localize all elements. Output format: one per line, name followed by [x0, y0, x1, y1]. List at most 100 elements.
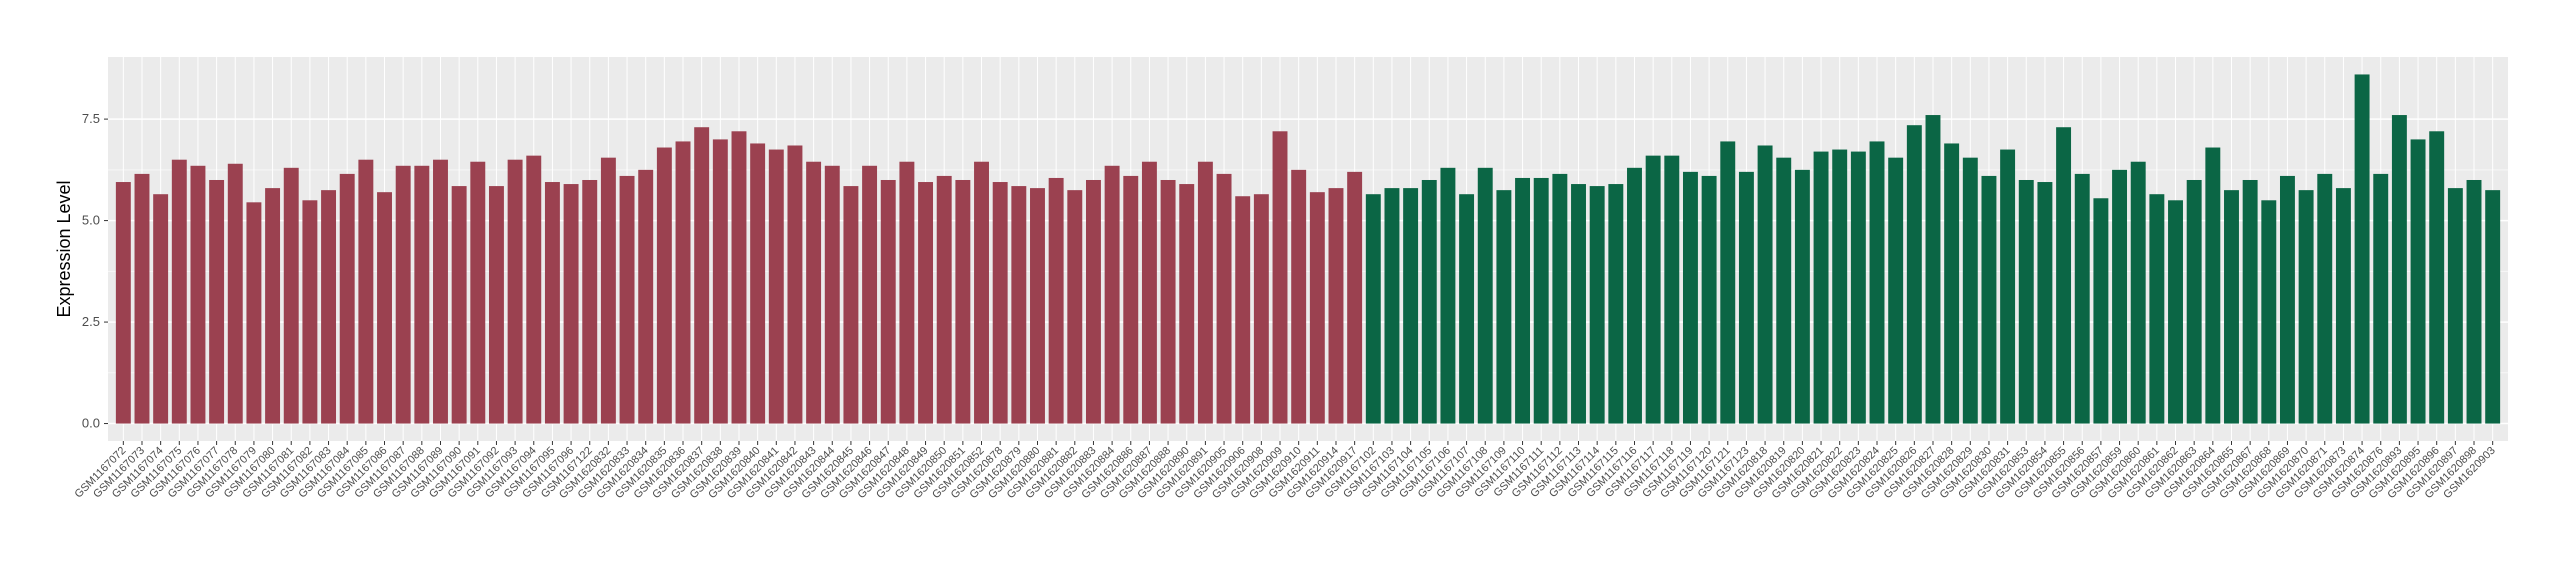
bar	[1459, 194, 1475, 424]
bar	[2074, 173, 2090, 424]
bar	[414, 165, 430, 424]
bar	[1589, 186, 1605, 424]
bar	[1720, 141, 1736, 424]
bar	[507, 159, 523, 424]
bar	[1832, 149, 1848, 424]
bar	[712, 139, 728, 424]
bar	[1906, 125, 1922, 424]
bar	[1738, 171, 1754, 424]
bar	[1104, 165, 1120, 424]
bar	[2242, 179, 2258, 424]
bar	[1030, 188, 1045, 424]
bar	[1757, 145, 1773, 424]
bar	[1850, 151, 1866, 424]
bar	[2056, 127, 2072, 424]
bar	[1197, 161, 1213, 424]
bar	[619, 175, 635, 424]
bar	[1291, 169, 1307, 424]
bar	[1328, 188, 1344, 424]
bar	[1888, 157, 1904, 424]
bar	[171, 159, 187, 424]
bar	[2447, 188, 2463, 424]
bar	[1048, 177, 1064, 424]
bar	[1515, 177, 1531, 424]
bar	[1477, 167, 1493, 424]
bar	[1701, 175, 1717, 424]
bar	[209, 179, 225, 424]
bar	[1571, 184, 1586, 424]
bar	[768, 149, 784, 424]
bar	[1216, 173, 1232, 424]
bar	[190, 165, 206, 424]
bar	[731, 131, 747, 424]
bar	[1925, 115, 1941, 424]
bar	[1608, 184, 1624, 424]
bar	[750, 143, 766, 424]
bar	[694, 127, 710, 424]
bar	[1645, 155, 1661, 424]
bar	[2261, 200, 2277, 424]
bar	[2149, 194, 2165, 424]
bar	[265, 188, 281, 424]
bar	[880, 179, 896, 424]
bar	[2429, 131, 2445, 424]
bar	[2335, 188, 2351, 424]
y-tick-label: 5.0	[82, 213, 100, 228]
bar	[563, 184, 579, 424]
bar	[2354, 74, 2370, 424]
bar	[2391, 115, 2407, 424]
bar	[1309, 192, 1325, 424]
bar	[843, 186, 859, 424]
y-tick-label: 0.0	[82, 416, 100, 431]
bar	[600, 157, 616, 424]
plot-panel	[108, 57, 2508, 441]
bar	[1794, 169, 1810, 424]
bar	[1981, 175, 1997, 424]
bar	[899, 161, 915, 424]
bar	[1067, 190, 1083, 424]
bar	[1664, 155, 1680, 424]
bar	[302, 200, 318, 424]
bar	[974, 161, 989, 424]
bar	[1141, 161, 1157, 424]
bar	[395, 165, 411, 424]
bar	[918, 182, 934, 424]
bar	[1813, 151, 1829, 424]
bar	[1440, 167, 1456, 424]
bar	[1235, 196, 1251, 424]
bar	[488, 186, 504, 424]
bar	[582, 179, 598, 424]
bar	[2224, 190, 2239, 424]
bar	[1085, 179, 1101, 424]
bar	[1552, 173, 1568, 424]
bar	[1869, 141, 1885, 424]
bar	[1347, 171, 1363, 424]
bar	[806, 161, 822, 424]
bar	[2186, 179, 2202, 424]
bar	[1253, 194, 1269, 424]
bar	[321, 190, 337, 424]
bar	[433, 159, 448, 424]
y-axis-label: Expression Level	[54, 180, 74, 317]
bar	[675, 141, 691, 424]
bar	[2168, 200, 2183, 424]
bar	[2373, 173, 2389, 424]
bar	[1403, 188, 1419, 424]
bar	[1776, 157, 1792, 424]
bar	[992, 182, 1008, 424]
bar	[2298, 190, 2314, 424]
bar	[283, 167, 299, 424]
bar	[2093, 198, 2109, 424]
bar	[2485, 190, 2501, 424]
bar	[1533, 177, 1549, 424]
bar	[470, 161, 486, 424]
bar	[1011, 186, 1027, 424]
bar	[544, 182, 560, 424]
bar	[936, 175, 952, 424]
bar	[1627, 167, 1642, 424]
bar	[1421, 179, 1437, 424]
bar	[862, 165, 878, 424]
bar	[656, 147, 672, 424]
y-tick-label: 7.5	[82, 111, 100, 126]
